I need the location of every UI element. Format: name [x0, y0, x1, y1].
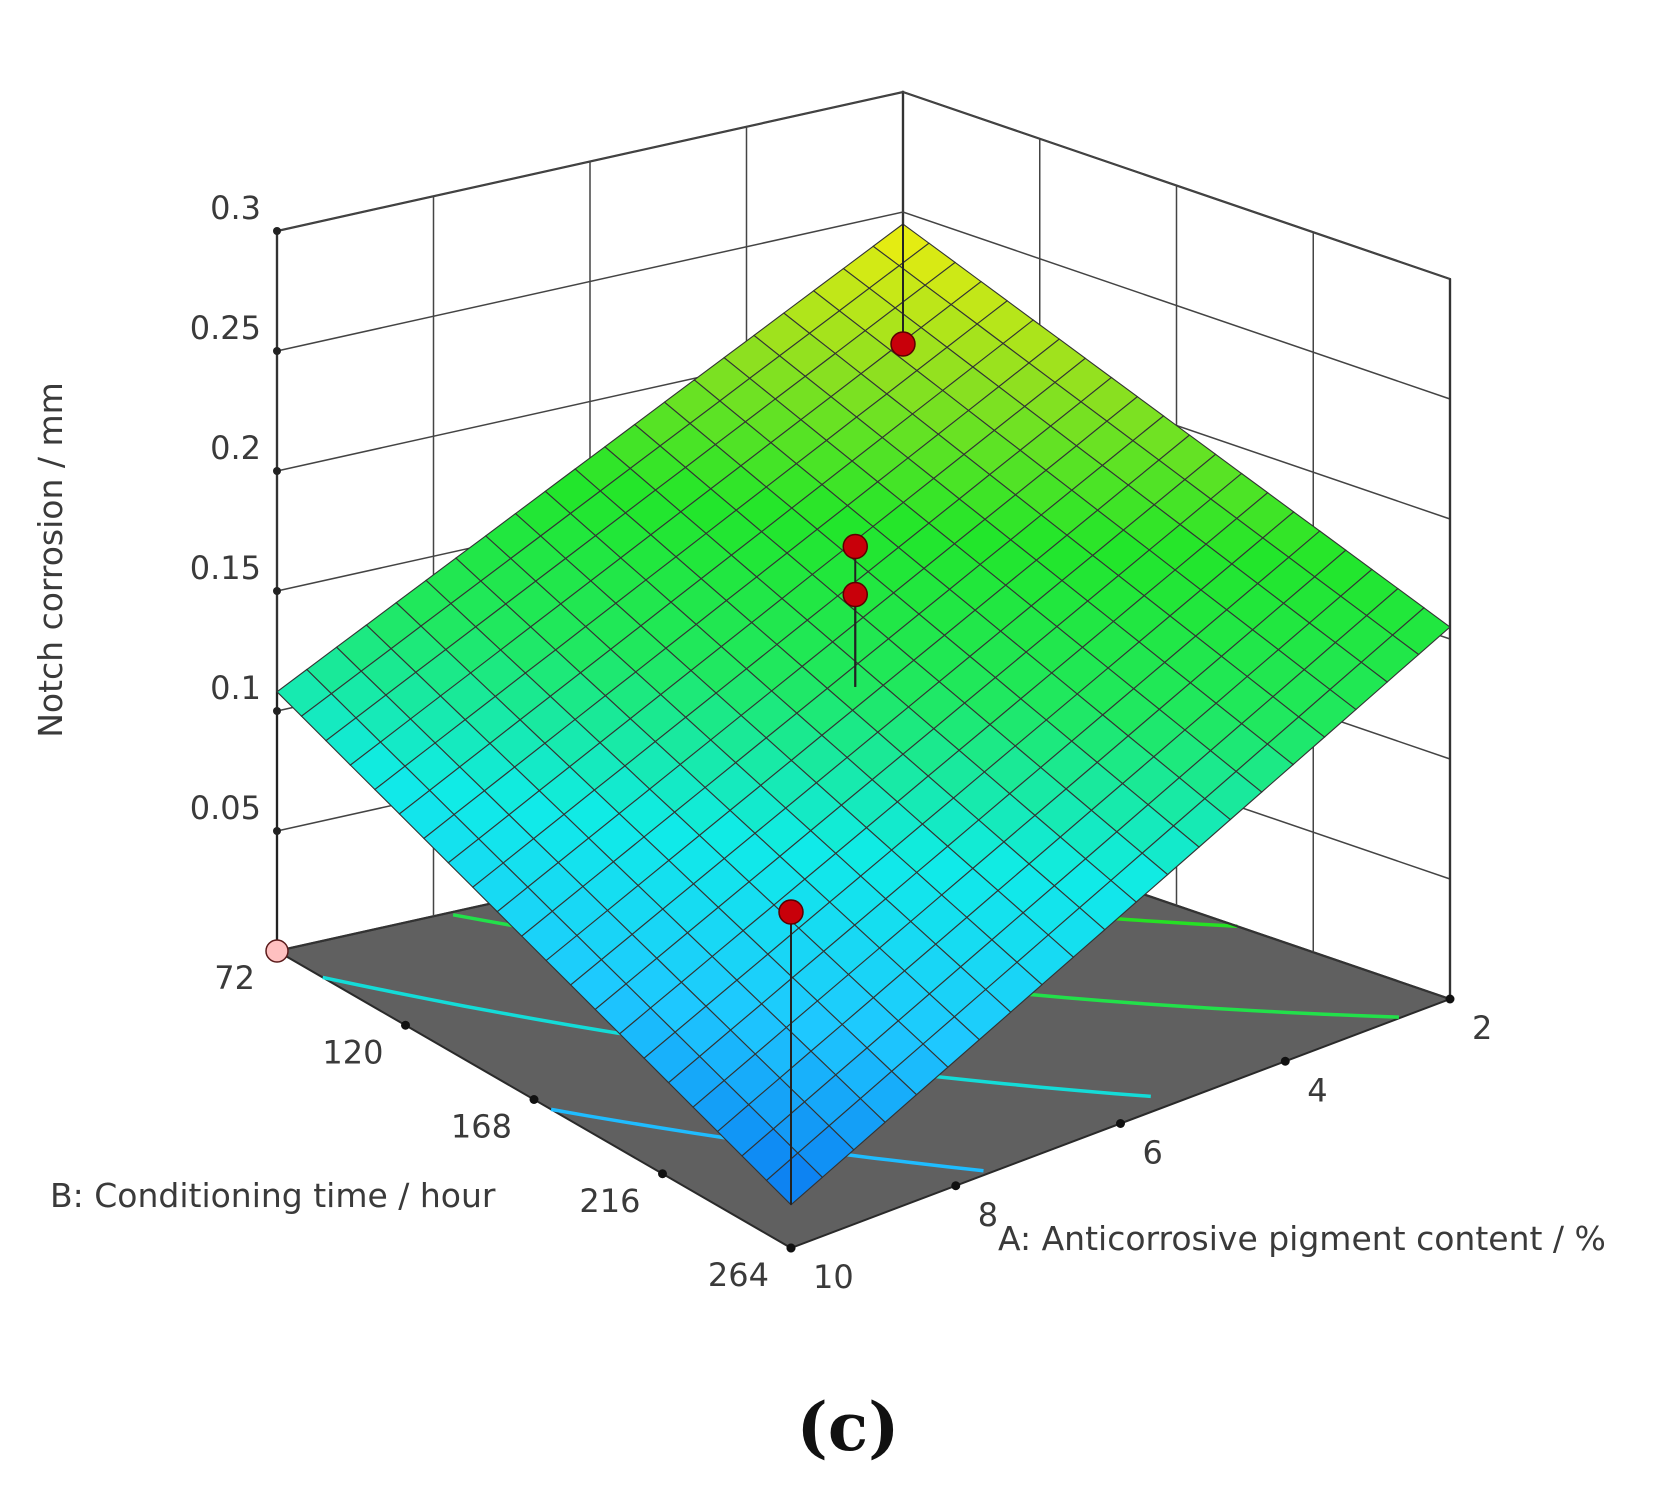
b-tick-label: 72 [214, 959, 255, 997]
response-surface [276, 223, 1451, 1206]
a-tick [1280, 1056, 1290, 1066]
a-tick [1116, 1119, 1125, 1128]
z-tick [273, 467, 281, 475]
b-tick-label: 168 [451, 1108, 512, 1146]
b-tick [401, 1020, 410, 1030]
z-tick-label: 0.05 [190, 789, 261, 827]
a-tick [951, 1181, 961, 1191]
tick-marks [272, 227, 1455, 1253]
b-tick-label: 120 [322, 1033, 383, 1071]
design-point [842, 581, 868, 608]
z-gridline [276, 211, 1451, 400]
b-tick [529, 1095, 539, 1104]
tick-labels: 0.05 0.1 0.15 0.2 0.25 0.3 72 120 168 216 264 2 4 6 8 1… [190, 189, 1493, 1296]
a-tick-label: 8 [978, 1196, 998, 1234]
a-tick [786, 1243, 796, 1253]
below-points [265, 939, 289, 963]
design-point-below [265, 939, 289, 963]
a-tick [1445, 994, 1455, 1004]
z-tick-label: 0.15 [190, 549, 261, 587]
a-tick-label: 6 [1143, 1134, 1163, 1172]
b-tick-label: 216 [579, 1182, 640, 1220]
z-tick-label: 0.25 [190, 309, 261, 347]
a-tick-label: 2 [1472, 1009, 1492, 1047]
design-point [778, 899, 804, 925]
z-axis-label: Notch corrosion / mm [31, 382, 70, 738]
design-point [842, 533, 868, 560]
design-point [890, 331, 916, 357]
panel-label: (c) [797, 1388, 900, 1466]
z-tick-label: 0.3 [210, 189, 261, 227]
a-tick-label: 10 [813, 1258, 854, 1296]
b-tick-label: 264 [708, 1256, 769, 1294]
z-tick [273, 587, 281, 595]
z-tick-label: 0.1 [210, 669, 261, 707]
a-tick-label: 4 [1307, 1071, 1327, 1109]
design-points [778, 224, 916, 1205]
y-axis-label: B: Conditioning time / hour [50, 1176, 496, 1215]
b-tick [658, 1169, 667, 1179]
z-gridline [276, 91, 1451, 280]
x-axis-label: A: Anticorrosive pigment content / % [998, 1219, 1606, 1258]
z-tick [273, 347, 281, 355]
z-tick [273, 227, 281, 235]
z-tick-label: 0.2 [210, 429, 261, 467]
